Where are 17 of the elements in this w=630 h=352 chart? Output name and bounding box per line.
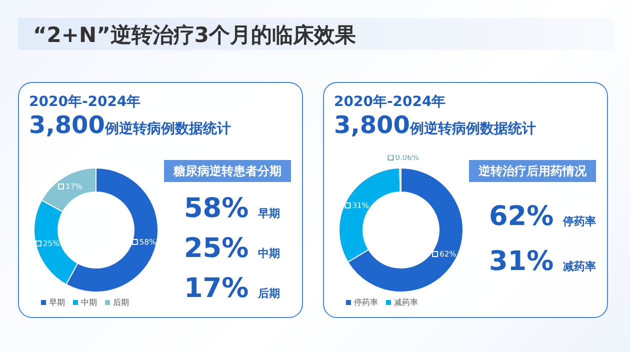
text: 58% 早期 <box>184 193 280 224</box>
text: 逆转治疗后用药情况 <box>469 160 596 182</box>
chart-subtitle: 3,800例逆转病例数据统计 <box>29 111 231 139</box>
text: 25% 中期 <box>184 233 280 264</box>
legend-label: 停药率 <box>353 297 378 308</box>
legend-label: 减药率 <box>393 297 418 308</box>
chart-title: 2020年-2024年 <box>29 93 142 111</box>
text: 糖尿病逆转患者分期 <box>164 160 291 182</box>
text: 17% 后期 <box>184 273 280 304</box>
text: “2+N”逆转治疗3个月的临床效果 <box>33 22 356 49</box>
legend-label: 早期 <box>48 297 65 308</box>
text: 31% 减药率 <box>489 246 596 277</box>
legend-label: 后期 <box>112 297 129 308</box>
chart-title: 2020年-2024年 <box>334 93 447 111</box>
chart-subtitle: 3,800例逆转病例数据统计 <box>334 111 536 139</box>
legend-label: 中期 <box>80 297 97 308</box>
text: 62% 停药率 <box>489 201 596 232</box>
